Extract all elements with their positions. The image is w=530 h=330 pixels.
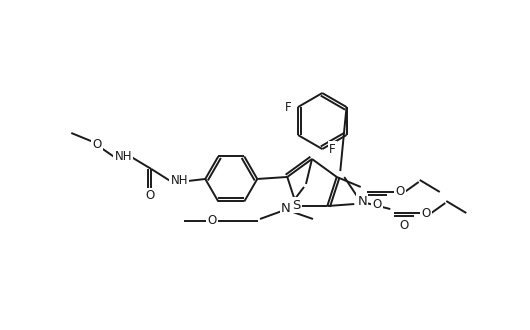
Text: S: S [293, 199, 301, 212]
Text: NH: NH [114, 150, 132, 163]
Text: O: O [207, 214, 217, 227]
Text: N: N [357, 194, 367, 208]
Text: N: N [281, 203, 291, 215]
Text: O: O [400, 218, 409, 232]
Text: F: F [285, 101, 292, 114]
Text: O: O [422, 207, 431, 219]
Text: O: O [395, 185, 404, 198]
Text: NH: NH [171, 175, 188, 187]
Text: O: O [146, 189, 155, 203]
Text: O: O [93, 139, 102, 151]
Text: F: F [329, 143, 335, 155]
Text: O: O [372, 198, 382, 212]
